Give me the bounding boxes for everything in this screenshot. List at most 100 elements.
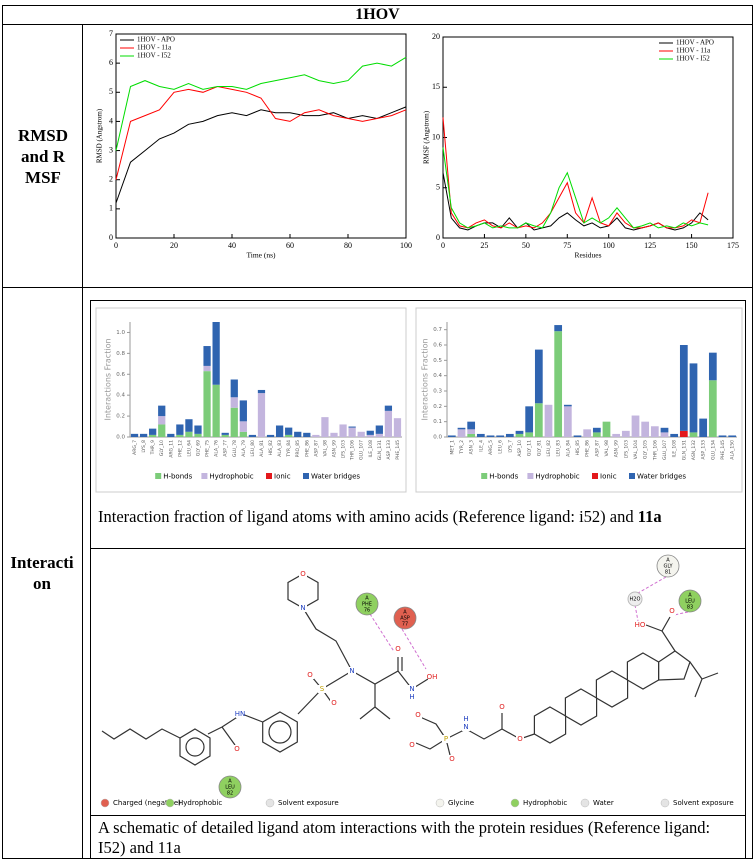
- x-tick-label: 100: [400, 241, 412, 250]
- bar-segment: [457, 427, 466, 430]
- y-tick-label: 5: [109, 87, 113, 96]
- atom-bg: [516, 735, 524, 743]
- x-tick-label: GLY_69: [196, 440, 202, 456]
- plot-frame: [115, 33, 407, 239]
- atom-bg: [306, 671, 314, 679]
- row-divider: [2, 287, 753, 288]
- x-tick-label: HIS_82: [268, 440, 274, 456]
- bar-segment: [130, 433, 139, 437]
- bar-segment: [366, 430, 374, 435]
- x-tick-label: LEU_64: [186, 440, 192, 457]
- x-tick-label: 80: [344, 241, 352, 250]
- bar-segment: [294, 431, 302, 437]
- bar-segment: [239, 421, 247, 432]
- residue: [678, 589, 702, 613]
- residue-chain: A: [688, 593, 692, 599]
- bar-segment: [149, 434, 157, 437]
- x-tick-label: THR_9: [150, 440, 156, 456]
- x-tick-label: ARG_5: [488, 440, 494, 455]
- row-label: RMSD and RMSF: [17, 126, 69, 187]
- legend-label: Charged (negative): [113, 799, 181, 807]
- atom-bg: [318, 685, 326, 693]
- legend-label: 1HOV - APO: [137, 36, 175, 44]
- bar-segment: [176, 434, 184, 437]
- bar-segment: [257, 393, 266, 437]
- atom-bg: [299, 570, 307, 578]
- y-tick-label: 0: [109, 233, 113, 242]
- x-tick-label: PHE_145: [720, 440, 726, 460]
- bar-segment: [230, 407, 238, 437]
- bar-segment: [303, 432, 311, 437]
- bar-segment: [554, 325, 563, 332]
- legend-label: Ionic: [600, 473, 617, 481]
- bar-segment: [486, 435, 495, 437]
- legend-swatch: [592, 473, 598, 479]
- bar-segment: [602, 421, 611, 437]
- legend-swatch: [580, 798, 590, 808]
- atom-label: P: [444, 735, 448, 743]
- y-axis-label: Interactions Fraction: [421, 338, 430, 420]
- bar-segment: [554, 331, 563, 437]
- atom-bg: [428, 673, 436, 681]
- legend-swatch: [165, 798, 175, 808]
- bar-segment: [230, 397, 238, 408]
- x-tick-label: 0: [441, 241, 445, 250]
- x-tick-label: LYS_103: [623, 440, 629, 458]
- legend-label: 1HOV - I52: [676, 55, 710, 63]
- bar-segment: [525, 432, 534, 437]
- bar-segment: [467, 429, 476, 434]
- bar-segment: [357, 431, 365, 437]
- x-tick-label: 25: [480, 241, 488, 250]
- residue-chain: A: [228, 779, 232, 785]
- x-tick-label: LEU_80: [250, 440, 256, 457]
- bar-segment: [212, 322, 220, 385]
- x-tick-label: GLU_134: [710, 440, 716, 460]
- x-axis-label: Residues: [574, 251, 601, 260]
- y-tick-label: 4: [109, 116, 113, 125]
- x-tick-label: THR_106: [350, 440, 356, 461]
- bar-segment: [650, 426, 659, 437]
- legend-swatch: [265, 798, 275, 808]
- x-axis-label: Time (ns): [246, 251, 276, 260]
- legend-swatch: [527, 473, 534, 479]
- legend-label: Hydrophobic: [535, 473, 579, 481]
- legend-label: H-bonds: [489, 473, 518, 481]
- legend-swatch: [155, 473, 162, 479]
- x-tick-label: TYR_2: [459, 440, 465, 455]
- x-tick-label: ASP_133: [386, 440, 392, 460]
- x-tick-label: GLY_11: [527, 440, 533, 456]
- x-tick-label: 20: [170, 241, 178, 250]
- y-tick-label: 0.2: [433, 404, 442, 410]
- x-tick-label: 100: [603, 241, 615, 250]
- series-line: [442, 147, 709, 229]
- bar-segment: [158, 424, 166, 437]
- residue: [355, 592, 379, 616]
- bar-segment: [592, 432, 601, 437]
- x-tick-label: HIS_85: [575, 440, 581, 456]
- water: [627, 591, 643, 607]
- x-tick-label: GLN_131: [681, 440, 687, 460]
- x-tick-label: ASP_77: [223, 440, 229, 457]
- interaction-box: [90, 300, 746, 859]
- bar-segment: [563, 404, 572, 407]
- x-tick-label: ASN_3: [469, 440, 475, 455]
- bar-segment: [679, 345, 688, 431]
- x-tick-label: GLN_131: [377, 440, 383, 460]
- legend-label: Ionic: [274, 473, 291, 481]
- y-tick-label: 3: [109, 145, 113, 154]
- x-tick-label: ALA_79: [241, 440, 247, 457]
- row-divider: [2, 24, 753, 25]
- y-tick-label: 0.8: [116, 351, 125, 357]
- chart-frame: [415, 307, 743, 493]
- x-tick-label: LYS_7: [507, 440, 513, 453]
- atom-bg: [448, 755, 456, 763]
- atom-label: O: [409, 741, 415, 749]
- y-tick-label: 0.0: [433, 435, 442, 441]
- x-tick-label: VAL_98: [322, 440, 328, 456]
- legend-swatch: [481, 473, 488, 479]
- bar-segment: [384, 405, 393, 411]
- caption: A schematic of detailed ligand atom inte…: [98, 818, 711, 857]
- x-tick-label: ALA_84: [565, 440, 571, 457]
- atom-label: N: [409, 685, 414, 693]
